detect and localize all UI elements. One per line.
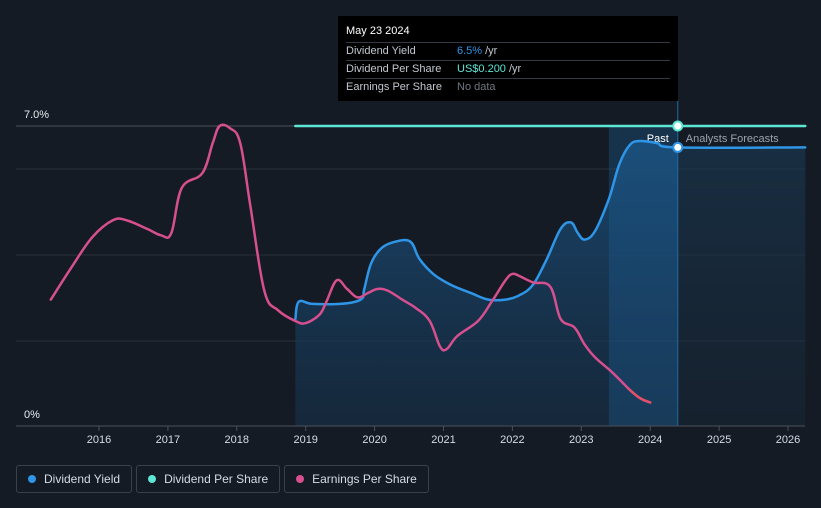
forecast-yield-fill <box>677 147 806 426</box>
tooltip-label: Earnings Per Share <box>346 81 442 93</box>
x-tick-label: 2023 <box>569 434 593 446</box>
tooltip-row-earnings-per-share: Earnings Per Share No data <box>346 78 670 96</box>
legend-dividend-yield[interactable]: Dividend Yield <box>16 465 133 493</box>
x-tick-label: 2018 <box>225 434 249 446</box>
tooltip-label: Dividend Per Share <box>346 63 442 75</box>
tooltip-date: May 23 2024 <box>346 25 410 37</box>
x-tick-label: 2021 <box>431 434 455 446</box>
y-tick-label: 7.0% <box>24 109 49 121</box>
x-tick-label: 2025 <box>707 434 731 446</box>
tooltip-value: No data <box>457 81 496 93</box>
chart-legend: Dividend Yield Dividend Per Share Earnin… <box>16 465 429 493</box>
x-tick-label: 2020 <box>362 434 386 446</box>
x-tick-label: 2019 <box>293 434 317 446</box>
dividend-chart: Past Analysts Forecasts 2016 2017 2018 2019 2… <box>16 100 807 446</box>
legend-dot-icon <box>148 475 157 483</box>
y-tick-label: 0% <box>24 409 40 421</box>
legend-label: Earnings Per Share <box>312 472 417 486</box>
dividend-yield-fill <box>295 140 678 427</box>
legend-dot-icon <box>296 475 305 483</box>
x-tick-label: 2022 <box>500 434 524 446</box>
earnings-tail-line <box>628 388 652 404</box>
tooltip-value: US$0.200 <box>457 63 506 75</box>
tooltip-value: 6.5% <box>457 45 483 57</box>
legend-label: Dividend Yield <box>44 472 121 486</box>
dividend-yield-marker <box>672 141 684 153</box>
tooltip-label: Dividend Yield <box>346 45 416 57</box>
x-tick-label: 2017 <box>156 434 180 446</box>
forecast-region: Past Analysts Forecasts <box>608 100 779 426</box>
legend-dividend-per-share[interactable]: Dividend Per Share <box>136 465 281 493</box>
dividend-yield-area <box>295 140 806 427</box>
axes: 2016 2017 2018 2019 2020 2021 2022 2023 2024 2025… <box>16 109 805 446</box>
dividend-yield-line <box>294 139 807 321</box>
x-tick-label: 2024 <box>638 434 662 446</box>
legend-dot-icon <box>28 475 36 483</box>
legend-label: Dividend Per Share <box>164 472 269 486</box>
tooltip-row-dividend-yield: Dividend Yield 6.5% /yr <box>346 42 670 60</box>
tooltip-unit: /yr <box>508 63 522 75</box>
tooltip-markers <box>672 120 684 153</box>
dividend-per-share-marker <box>672 120 684 132</box>
earnings-per-share-line <box>49 123 652 404</box>
recent-period-band <box>608 126 678 426</box>
tooltip-unit: /yr <box>485 45 498 57</box>
x-tick-label: 2026 <box>776 434 800 446</box>
tooltip-row-dividend-per-share: Dividend Per Share US$0.200 /yr <box>346 60 670 78</box>
series-lines <box>49 123 807 404</box>
x-tick-label: 2016 <box>87 434 111 446</box>
legend-earnings-per-share[interactable]: Earnings Per Share <box>284 465 429 493</box>
forecast-label: Analysts Forecasts <box>686 133 779 145</box>
chart-tooltip: May 23 2024 Dividend Yield 6.5% /yr Divi… <box>338 16 678 101</box>
